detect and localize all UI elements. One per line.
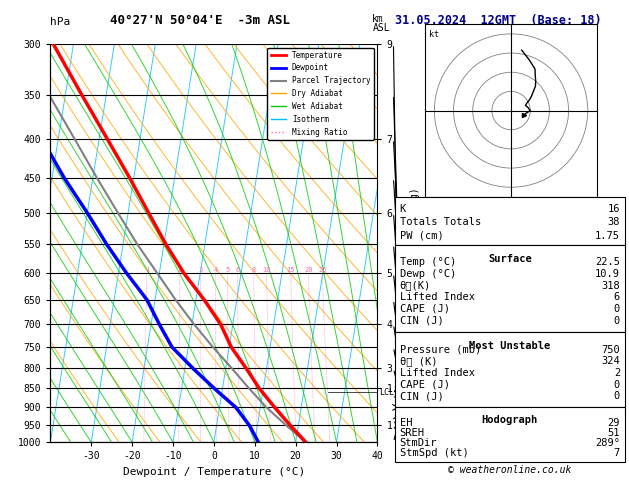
Text: LCL: LCL xyxy=(379,388,394,397)
Text: 15: 15 xyxy=(286,267,295,273)
Text: CAPE (J): CAPE (J) xyxy=(399,304,450,314)
Text: Dewp (°C): Dewp (°C) xyxy=(399,269,456,279)
Text: 10: 10 xyxy=(262,267,270,273)
Text: Totals Totals: Totals Totals xyxy=(399,217,481,227)
Text: 324: 324 xyxy=(601,356,620,366)
Text: 1.75: 1.75 xyxy=(595,231,620,241)
Text: 0: 0 xyxy=(614,315,620,326)
Text: ASL: ASL xyxy=(372,23,390,34)
Text: CIN (J): CIN (J) xyxy=(399,391,443,401)
Text: 1: 1 xyxy=(145,267,149,273)
Text: Most Unstable: Most Unstable xyxy=(469,341,550,351)
Text: 51: 51 xyxy=(608,428,620,438)
Text: CIN (J): CIN (J) xyxy=(399,315,443,326)
Text: 22.5: 22.5 xyxy=(595,257,620,267)
Text: 25: 25 xyxy=(318,267,326,273)
Bar xyxy=(395,197,625,244)
Bar xyxy=(395,244,625,332)
Text: 2: 2 xyxy=(614,368,620,378)
Text: EH: EH xyxy=(399,418,412,428)
Text: StmDir: StmDir xyxy=(399,438,437,448)
Text: 318: 318 xyxy=(601,280,620,291)
Text: 0: 0 xyxy=(614,380,620,390)
Text: 289°: 289° xyxy=(595,438,620,448)
Text: Hodograph: Hodograph xyxy=(482,416,538,425)
Text: 10.9: 10.9 xyxy=(595,269,620,279)
Text: km: km xyxy=(372,14,384,24)
Text: 16: 16 xyxy=(608,204,620,214)
Text: 2: 2 xyxy=(178,267,182,273)
Text: 4: 4 xyxy=(213,267,218,273)
Text: Lifted Index: Lifted Index xyxy=(399,368,475,378)
Text: SREH: SREH xyxy=(399,428,425,438)
X-axis label: Dewpoint / Temperature (°C): Dewpoint / Temperature (°C) xyxy=(123,467,305,477)
Text: PW (cm): PW (cm) xyxy=(399,231,443,241)
Y-axis label: Mixing Ratio (g/kg): Mixing Ratio (g/kg) xyxy=(409,187,420,299)
Text: 29: 29 xyxy=(608,418,620,428)
Text: K: K xyxy=(399,204,406,214)
Text: 8: 8 xyxy=(252,267,256,273)
Bar xyxy=(395,407,625,462)
Text: θᴇ(K): θᴇ(K) xyxy=(399,280,431,291)
Text: θᴇ (K): θᴇ (K) xyxy=(399,356,437,366)
Text: kt: kt xyxy=(428,30,438,39)
Text: 38: 38 xyxy=(608,217,620,227)
Text: 3: 3 xyxy=(198,267,203,273)
Text: 0: 0 xyxy=(614,304,620,314)
Text: 750: 750 xyxy=(601,345,620,355)
Text: Lifted Index: Lifted Index xyxy=(399,292,475,302)
Text: 6: 6 xyxy=(614,292,620,302)
Text: Pressure (mb): Pressure (mb) xyxy=(399,345,481,355)
Text: 7: 7 xyxy=(614,448,620,458)
Legend: Temperature, Dewpoint, Parcel Trajectory, Dry Adiabat, Wet Adiabat, Isotherm, Mi: Temperature, Dewpoint, Parcel Trajectory… xyxy=(267,48,374,139)
Text: 6: 6 xyxy=(235,267,240,273)
Text: CAPE (J): CAPE (J) xyxy=(399,380,450,390)
Text: 31.05.2024  12GMT  (Base: 18): 31.05.2024 12GMT (Base: 18) xyxy=(395,14,601,27)
Text: 20: 20 xyxy=(304,267,313,273)
Text: 5: 5 xyxy=(225,267,230,273)
Text: 0: 0 xyxy=(614,391,620,401)
Text: 40°27'N 50°04'E  -3m ASL: 40°27'N 50°04'E -3m ASL xyxy=(110,14,290,27)
Text: Surface: Surface xyxy=(488,254,532,264)
Bar xyxy=(395,332,625,407)
Text: Temp (°C): Temp (°C) xyxy=(399,257,456,267)
Text: © weatheronline.co.uk: © weatheronline.co.uk xyxy=(448,465,572,475)
Text: hPa: hPa xyxy=(50,17,70,27)
Text: StmSpd (kt): StmSpd (kt) xyxy=(399,448,469,458)
